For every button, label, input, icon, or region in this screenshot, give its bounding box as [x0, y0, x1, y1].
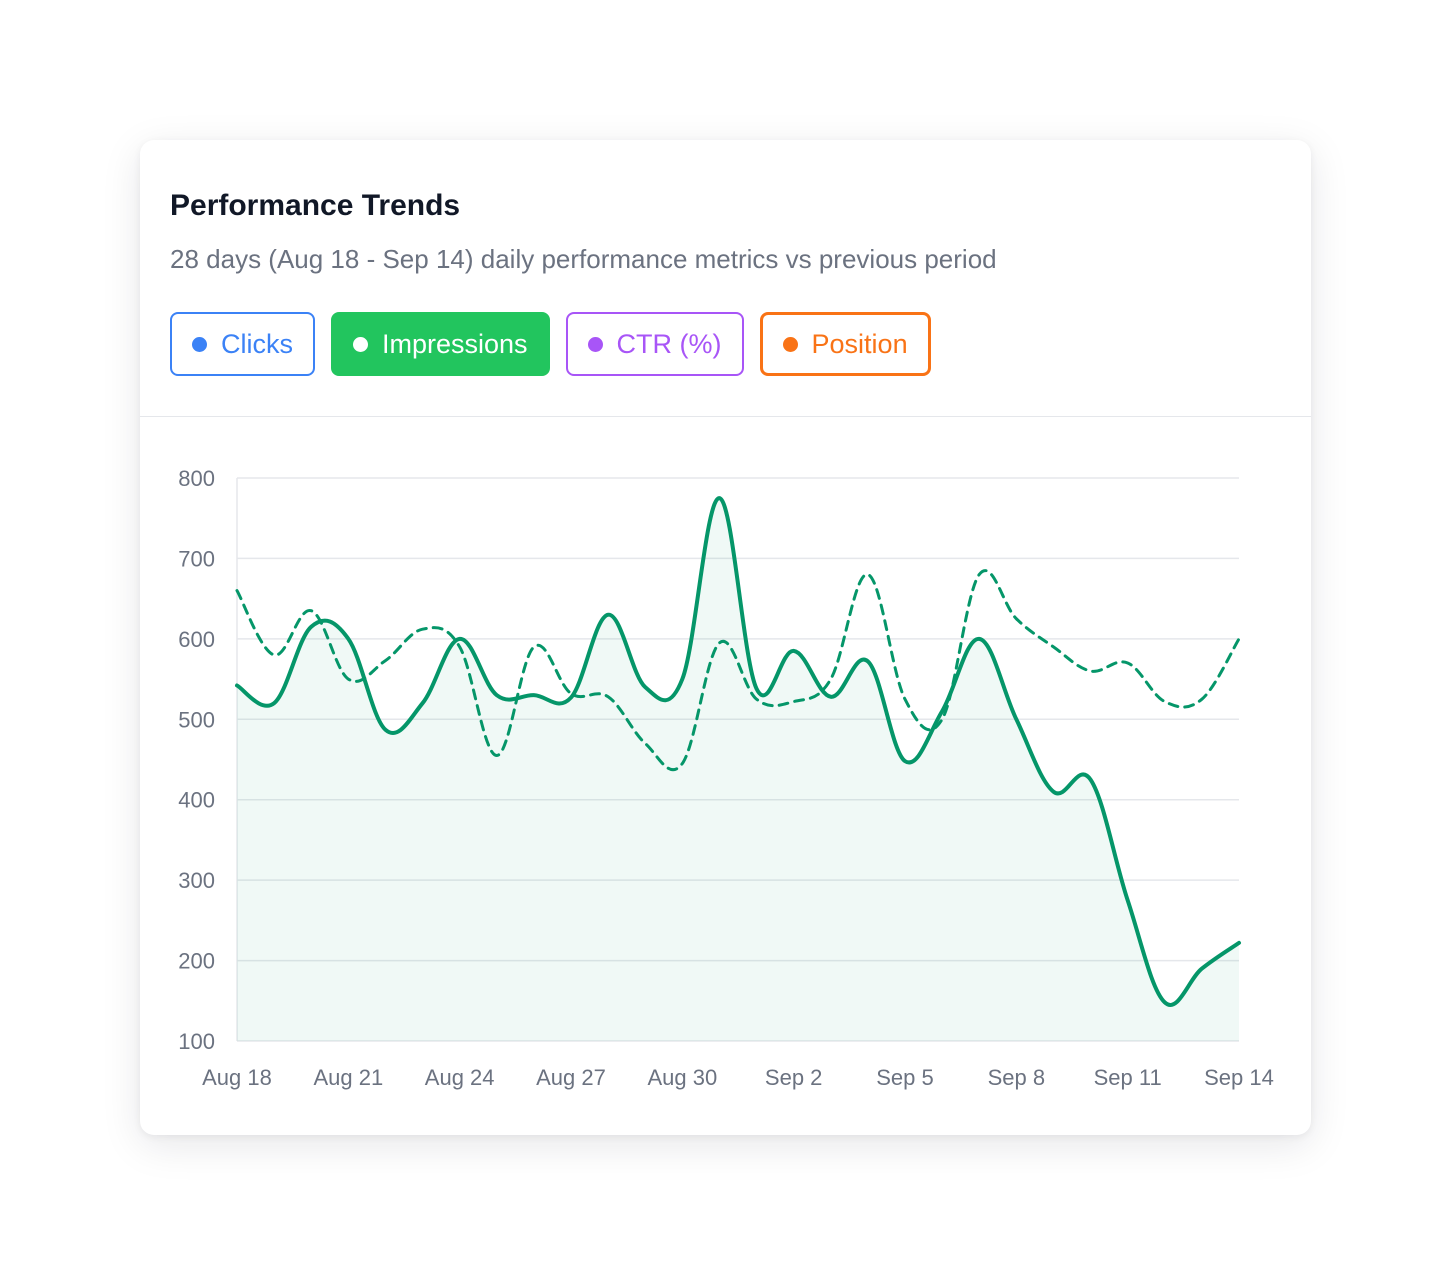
y-tick-label: 500: [178, 707, 215, 732]
x-tick-label: Aug 24: [425, 1065, 495, 1090]
y-tick-label: 300: [178, 868, 215, 893]
ctr-dot-icon: [587, 336, 603, 352]
series-area-fill: [237, 498, 1239, 1041]
x-tick-label: Sep 8: [988, 1065, 1045, 1090]
y-tick-label: 700: [178, 546, 215, 571]
chart-area: 100 200 300 400 500 600 700 800 Aug 18 Aug 21 Aug …: [140, 417, 1311, 1135]
line-chart: 100 200 300 400 500 600 700 800 Aug 18 Aug 21 Aug …: [178, 466, 1274, 1090]
x-tick-label: Sep 14: [1204, 1065, 1274, 1090]
position-dot-icon: [782, 336, 798, 352]
x-tick-label: Aug 27: [536, 1065, 606, 1090]
x-tick-label: Sep 2: [765, 1065, 823, 1090]
x-tick-label: Aug 30: [647, 1065, 717, 1090]
y-tick-label: 800: [178, 466, 215, 491]
card-header: Performance Trends 28 days (Aug 18 - Sep…: [140, 140, 1311, 417]
toggle-clicks[interactable]: Clicks: [170, 312, 315, 376]
performance-card: Performance Trends 28 days (Aug 18 - Sep…: [140, 140, 1311, 1135]
card-subtitle: 28 days (Aug 18 - Sep 14) daily performa…: [170, 244, 997, 274]
toggle-label: Impressions: [382, 328, 528, 359]
toggle-impressions[interactable]: Impressions: [331, 312, 550, 376]
toggle-label: Position: [811, 328, 908, 359]
x-tick-label: Aug 18: [202, 1065, 272, 1090]
x-tick-label: Aug 21: [313, 1065, 383, 1090]
x-tick-label: Sep 11: [1094, 1065, 1162, 1090]
current-period-line: [235, 496, 1241, 1007]
y-tick-label: 400: [178, 788, 215, 813]
toggle-ctr[interactable]: CTR (%): [565, 312, 744, 376]
y-tick-label: 200: [178, 949, 215, 974]
toggle-position[interactable]: Position: [759, 312, 931, 376]
y-tick-label: 100: [178, 1029, 215, 1054]
toggle-label: CTR (%): [616, 328, 722, 359]
previous-period-line: [235, 569, 1241, 772]
toggle-label: Clicks: [221, 328, 293, 359]
x-tick-label: Sep 5: [876, 1065, 934, 1090]
clicks-dot-icon: [192, 336, 207, 352]
metric-toggle-group: Clicks Impressions CTR (%) Position: [170, 312, 1281, 376]
card-title: Performance Trends: [170, 189, 461, 222]
impressions-dot-icon: [353, 336, 368, 352]
y-tick-label: 600: [178, 627, 215, 652]
